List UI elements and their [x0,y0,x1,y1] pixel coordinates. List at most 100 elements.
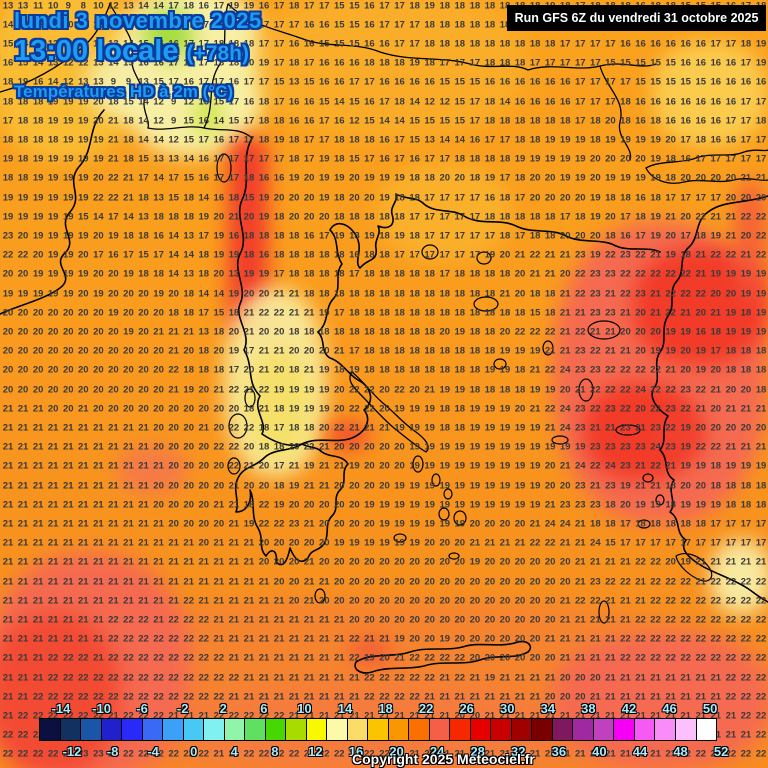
temp-value: 16 [650,97,661,107]
temp-value: 18 [409,366,420,376]
temp-value: 12 [93,20,104,30]
temp-value: 18 [3,97,14,107]
temp-value: 20 [349,174,360,184]
temp-value: 22 [274,730,285,740]
temp-value: 19 [319,385,330,395]
temp-value: 20 [153,385,164,395]
temp-value: 18 [470,327,481,337]
temp-value: 20 [63,385,74,395]
temp-value: 18 [665,174,676,184]
temp-value: 19 [485,500,496,510]
temp-value: 15 [334,1,345,11]
temp-value: 22 [198,750,209,760]
temp-value: 19 [515,442,526,452]
temp-value: 22 [680,404,691,414]
temp-value: 21 [741,558,752,568]
temp-value: 22 [756,692,767,702]
temp-value: 20 [455,538,466,548]
temp-value: 20 [726,385,737,395]
temp-value: 13 [168,154,179,164]
temp-value: 18 [485,58,496,68]
temp-value: 18 [635,212,646,222]
temp-value: 16 [409,78,420,88]
temp-value: 24 [590,538,601,548]
temp-value: 13 [138,78,149,88]
temp-value: 14 [394,116,405,126]
temp-value: 18 [259,116,270,126]
temp-value: 17 [439,212,450,222]
temp-value: 16 [665,116,676,126]
temp-value: 15 [470,78,481,88]
field-blob [553,633,768,768]
temp-value: 17 [229,97,240,107]
temp-value: 18 [515,58,526,68]
temp-value: 22 [214,692,225,702]
temp-value: 22 [650,366,661,376]
temp-value: 22 [695,442,706,452]
temp-value: 16 [379,39,390,49]
temp-value: 16 [304,39,315,49]
temp-value: 17 [680,193,691,203]
temp-value: 17 [620,212,631,222]
temp-value: 18 [364,135,375,145]
temp-value: 21 [726,404,737,414]
temp-value: 17 [244,116,255,126]
temp-value: 22 [349,750,360,760]
temp-value: 22 [575,270,586,280]
temp-value: 21 [138,442,149,452]
temp-value: 22 [756,250,767,260]
temp-value: 19 [680,442,691,452]
temp-value: 21 [470,692,481,702]
temp-value: 17 [409,250,420,260]
temp-value: 21 [93,538,104,548]
temp-value: 18 [439,404,450,414]
temp-value: 20 [63,404,74,414]
temp-value: 20 [424,615,435,625]
temp-value: 16 [394,78,405,88]
temp-value: 22 [364,750,375,760]
temp-value: 21 [334,615,345,625]
temp-value: 19 [244,270,255,280]
temp-value: 18 [439,423,450,433]
temp-value: 21 [18,404,29,414]
temp-value: 22 [229,442,240,452]
temp-value: 18 [545,308,556,318]
temp-value: 21 [515,730,526,740]
temp-value: 19 [63,289,74,299]
temp-value: 20 [379,596,390,606]
temp-value: 20 [680,346,691,356]
temp-value: 22 [108,634,119,644]
temp-value: 17 [274,97,285,107]
temp-value: 20 [229,404,240,414]
temp-value: 18 [545,212,556,222]
temp-value: 22 [168,615,179,625]
temp-value: 16 [409,154,420,164]
temp-value: 18 [470,366,481,376]
temp-value: 16 [33,78,44,88]
temp-value: 22 [198,692,209,702]
temp-value: 21 [244,654,255,664]
temp-value: 16 [138,58,149,68]
island-thasos [421,244,439,260]
temp-value: 21 [605,730,616,740]
temp-value: 21 [78,615,89,625]
temp-value: 23 [620,462,631,472]
temp-value: 21 [289,289,300,299]
temp-value: 22 [153,730,164,740]
temp-value: 18 [485,20,496,30]
temp-value: 17 [620,538,631,548]
temp-value: 22 [108,615,119,625]
temp-value: 20 [741,193,752,203]
temp-value: 22 [259,500,270,510]
temp-value: 16 [183,78,194,88]
temp-value: 22 [349,654,360,664]
temp-value: 19 [48,212,59,222]
temp-value: 17 [379,97,390,107]
temp-value: 21 [3,519,14,529]
temp-value: 16 [741,78,752,88]
temp-value: 22 [394,385,405,395]
temp-value: 22 [711,442,722,452]
temp-value: 20 [620,154,631,164]
temp-value: 16 [304,97,315,107]
temp-value: 19 [545,385,556,395]
